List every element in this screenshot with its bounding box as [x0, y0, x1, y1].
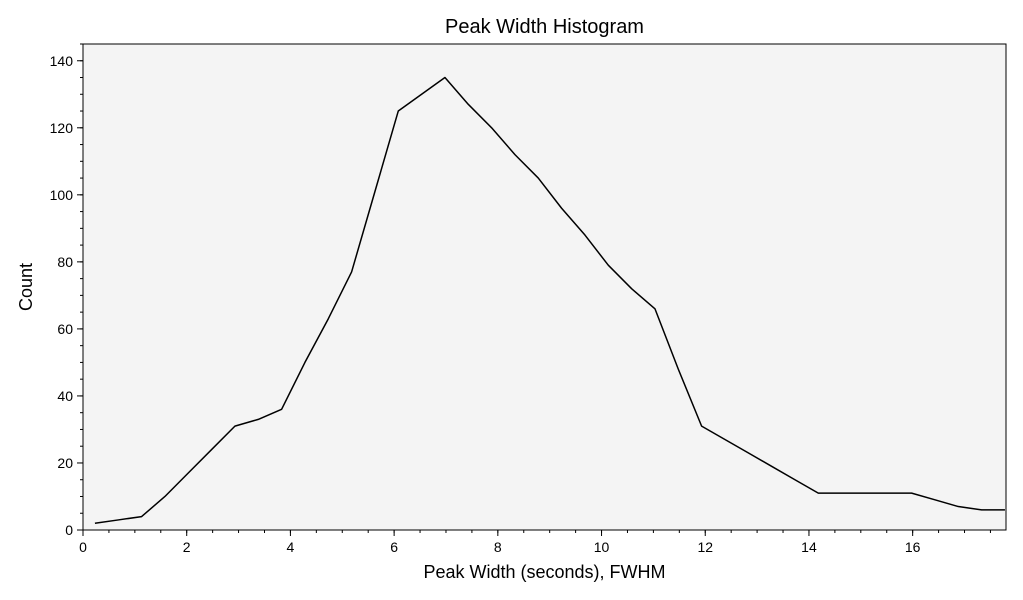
y-tick-label: 40 [57, 388, 73, 404]
x-tick-label: 16 [905, 539, 921, 555]
major-ticks [77, 60, 914, 536]
series-line [94, 76, 1005, 525]
x-tick-label: 4 [287, 539, 295, 555]
plot-area-background [83, 44, 1006, 530]
x-tick-label: 2 [183, 539, 191, 555]
chart-title: Peak Width Histogram [445, 16, 644, 38]
y-axis-title: Count [16, 263, 36, 311]
y-tick-label: 20 [57, 455, 73, 471]
plot-area-frame [82, 43, 1007, 531]
x-axis-title: Peak Width (seconds), FWHM [423, 562, 665, 582]
x-tick-label: 6 [390, 539, 398, 555]
x-tick-label: 14 [801, 539, 817, 555]
x-tick-label: 12 [697, 539, 713, 555]
y-tick-label: 0 [65, 522, 73, 538]
y-tick-label: 100 [50, 187, 74, 203]
x-tick-label: 8 [494, 539, 502, 555]
y-tick-label: 60 [57, 321, 73, 337]
tick-labels: 0 2 4 6 8 10 12 14 16 0 20 40 60 80 100 120 140 [50, 53, 921, 555]
x-tick-label: 10 [594, 539, 610, 555]
y-tick-label: 120 [50, 120, 74, 136]
y-tick-label: 140 [50, 53, 74, 69]
y-tick-label: 80 [57, 254, 73, 270]
x-tick-label: 0 [79, 539, 87, 555]
